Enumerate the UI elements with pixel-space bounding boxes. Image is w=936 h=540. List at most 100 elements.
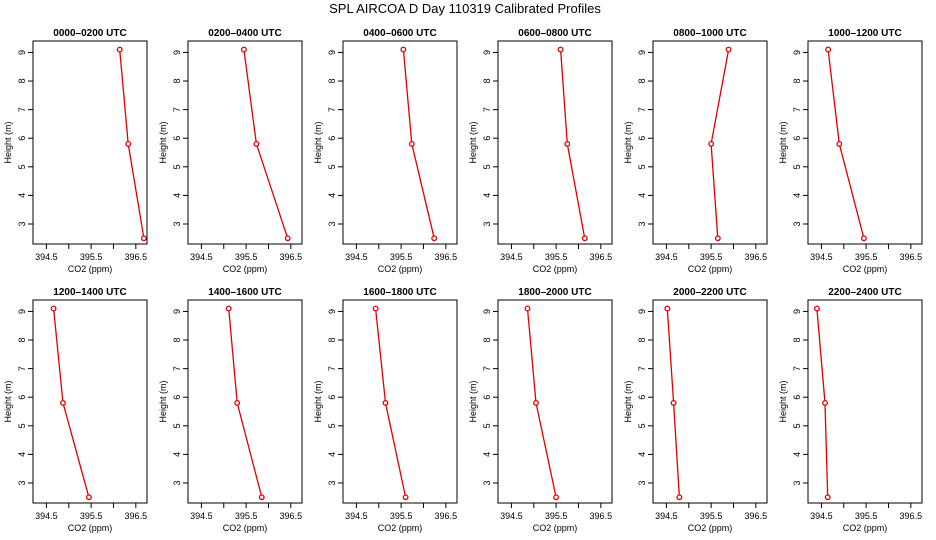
data-point	[670, 399, 677, 406]
data-point	[234, 399, 241, 406]
data-point	[253, 140, 260, 147]
data-point	[60, 399, 66, 406]
x-axis-label: CO2 (ppm)	[688, 523, 733, 533]
x-tick-label: 396.5	[900, 511, 923, 521]
x-axis-label: CO2 (ppm)	[223, 523, 268, 533]
y-tick-label: 7	[17, 107, 27, 112]
x-axis-label: CO2 (ppm)	[533, 523, 578, 533]
x-axis-label: CO2 (ppm)	[378, 264, 423, 274]
profile-line	[559, 49, 586, 239]
y-axis-label: Height (m)	[158, 121, 168, 163]
y-tick-label: 5	[482, 164, 492, 169]
x-tick-label: 394.5	[810, 511, 833, 521]
data-point	[140, 235, 147, 242]
data-point	[125, 140, 132, 147]
data-point	[400, 46, 407, 53]
y-tick-label: 6	[482, 136, 492, 141]
y-tick-label: 5	[17, 423, 27, 428]
y-tick-label: 6	[792, 136, 802, 141]
data-point	[825, 46, 832, 53]
y-tick-label: 7	[637, 107, 647, 112]
x-tick-label: 396.5	[280, 511, 303, 521]
plot-frame	[652, 40, 768, 245]
data-point	[225, 305, 232, 312]
x-tick-label: 394.5	[190, 511, 213, 521]
y-tick-label: 7	[17, 366, 27, 371]
plot-frame	[497, 299, 613, 504]
x-tick-label: 394.5	[345, 252, 368, 262]
x-axis-label: CO2 (ppm)	[843, 264, 888, 274]
panel-9: 1600–1800 UTC 394.5 395.5 396.5 CO2 (ppm) 3 4 5…	[313, 287, 458, 533]
y-tick-label: 7	[172, 366, 182, 371]
panel-2: 0200–0400 UTC 394.5 395.5 396.5 CO2 (ppm) 3 4 5…	[158, 28, 303, 274]
data-point	[402, 494, 409, 501]
y-tick-label: 8	[482, 79, 492, 84]
y-tick-label: 7	[327, 107, 337, 112]
y-axis-label: Height (m)	[313, 121, 323, 163]
plot-frame	[32, 299, 148, 504]
x-tick-label: 395.5	[855, 511, 878, 521]
data-point	[557, 46, 564, 53]
x-tick-label: 396.5	[125, 252, 148, 262]
plot-frame	[807, 40, 923, 245]
y-tick-label: 6	[327, 136, 337, 141]
y-axis-label: Height (m)	[3, 380, 13, 422]
data-point	[824, 494, 831, 501]
x-tick-label: 395.5	[235, 511, 258, 521]
profile-line	[374, 308, 407, 498]
y-tick-label: 5	[792, 164, 802, 169]
data-point	[664, 305, 671, 312]
x-axis-label: CO2 (ppm)	[688, 264, 733, 274]
y-tick-label: 6	[637, 136, 647, 141]
plot-frame	[652, 299, 768, 504]
y-axis-label: Height (m)	[3, 121, 13, 163]
plot-frame	[497, 40, 613, 245]
x-tick-label: 396.5	[745, 511, 768, 521]
y-tick-label: 5	[637, 423, 647, 428]
y-tick-label: 3	[792, 480, 802, 485]
y-tick-label: 6	[637, 395, 647, 400]
profile-line	[52, 308, 90, 498]
panel-title: 0800–1000 UTC	[673, 28, 746, 39]
panel-title: 1600–1800 UTC	[363, 287, 436, 298]
x-tick-label: 396.5	[900, 252, 923, 262]
panel-3: 0400–0600 UTC 394.5 395.5 396.5 CO2 (ppm) 3 4 5…	[313, 28, 458, 274]
y-tick-label: 6	[792, 395, 802, 400]
y-tick-label: 3	[792, 221, 802, 226]
y-tick-label: 5	[172, 423, 182, 428]
data-point	[431, 235, 438, 242]
y-tick-label: 5	[327, 164, 337, 169]
x-tick-label: 394.5	[190, 252, 213, 262]
y-tick-label: 5	[637, 164, 647, 169]
profile-line	[119, 49, 145, 239]
data-point	[524, 305, 531, 312]
profile-line	[402, 49, 435, 239]
y-tick-label: 4	[172, 193, 182, 198]
profile-line	[228, 308, 263, 498]
profile-line	[526, 308, 557, 498]
y-tick-label: 7	[792, 107, 802, 112]
y-tick-label: 3	[637, 480, 647, 485]
panel-title: 2200–2400 UTC	[828, 287, 901, 298]
y-tick-label: 8	[637, 79, 647, 84]
data-point	[284, 235, 291, 242]
y-tick-label: 9	[637, 50, 647, 55]
y-tick-label: 4	[482, 193, 492, 198]
data-point	[836, 140, 843, 147]
data-point	[714, 235, 721, 242]
x-tick-label: 395.5	[855, 252, 878, 262]
data-point	[708, 140, 715, 147]
x-tick-label: 395.5	[700, 252, 723, 262]
data-point	[533, 399, 539, 406]
y-tick-label: 9	[327, 309, 337, 314]
x-tick-label: 395.5	[235, 252, 258, 262]
y-tick-label: 3	[327, 480, 337, 485]
panel-11: 2000–2200 UTC 394.5 395.5 396.5 CO2 (ppm) 3 4 5…	[623, 287, 768, 533]
data-point	[372, 305, 379, 312]
data-point	[581, 235, 588, 242]
data-point	[860, 235, 867, 242]
y-tick-label: 3	[17, 221, 27, 226]
y-tick-label: 7	[792, 366, 802, 371]
x-tick-label: 394.5	[35, 511, 58, 521]
x-tick-label: 395.5	[700, 511, 723, 521]
